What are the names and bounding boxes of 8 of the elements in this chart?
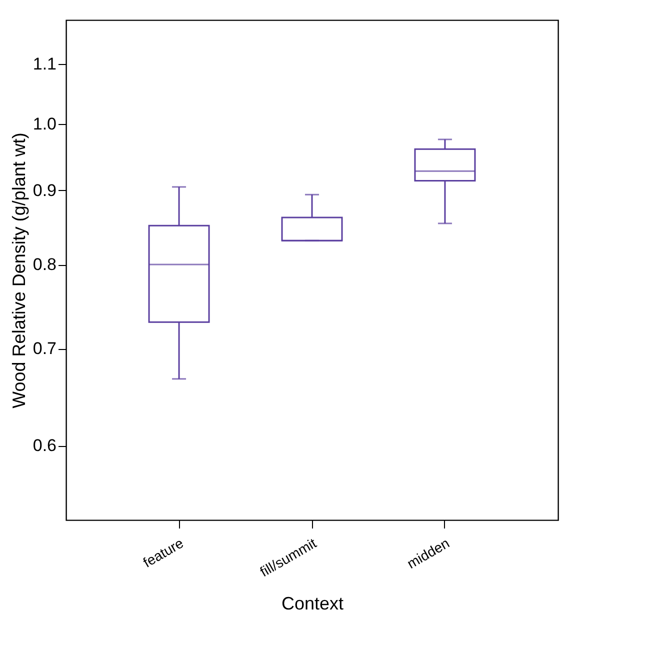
y-tick-label: 1.1 xyxy=(32,54,56,74)
y-tick-label: 0.6 xyxy=(32,436,56,456)
y-tick-label: 0.7 xyxy=(32,339,56,358)
y-axis-title: Wood Relative Density (g/plant wt) xyxy=(8,132,29,408)
y-tick-label: 0.9 xyxy=(32,180,56,200)
y-tick-label: 1.0 xyxy=(32,114,56,134)
y-tick-label: 0.8 xyxy=(32,255,56,274)
x-axis-title: Context xyxy=(281,594,344,614)
